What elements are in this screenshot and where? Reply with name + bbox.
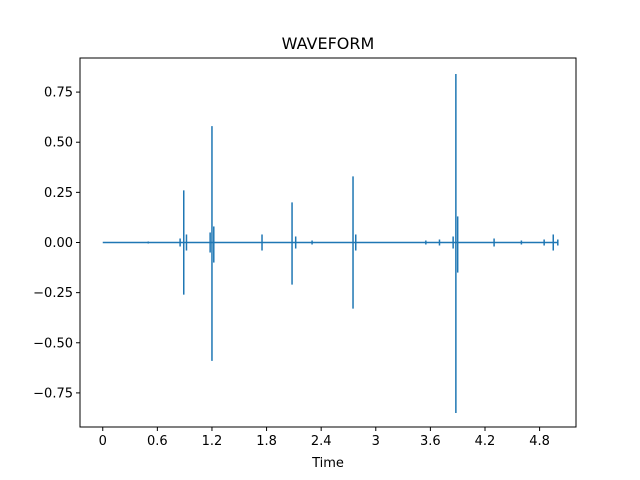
y-tick-label: −0.25 [33, 286, 73, 301]
y-tick-label: −0.75 [33, 386, 73, 401]
x-axis-label: Time [311, 456, 344, 471]
x-tick-label: 2.4 [311, 434, 332, 449]
x-tick-label: 3 [372, 434, 380, 449]
y-tick-label: 0.00 [44, 236, 73, 251]
y-tick-label: 0.75 [44, 86, 73, 101]
chart-title: WAVEFORM [282, 34, 375, 53]
y-tick-label: 0.50 [44, 136, 73, 151]
x-tick-label: 4.2 [475, 434, 496, 449]
x-tick-label: 4.8 [529, 434, 550, 449]
x-axis: 0 0.6 1.2 1.8 2.4 3 3.6 4.2 4.8 [99, 427, 550, 449]
plot-frame [79, 57, 577, 428]
x-tick-label: 1.2 [202, 434, 223, 449]
plot-area [102, 74, 559, 413]
x-tick-label: 1.8 [256, 434, 277, 449]
x-tick-label: 0 [99, 434, 107, 449]
y-axis: 0.75 0.50 0.25 0.00 −0.25 −0.50 −0.75 [33, 86, 80, 401]
y-tick-label: −0.50 [33, 336, 73, 351]
x-tick-label: 0.6 [147, 434, 168, 449]
y-tick-label: 0.25 [44, 186, 73, 201]
x-tick-label: 3.6 [420, 434, 441, 449]
